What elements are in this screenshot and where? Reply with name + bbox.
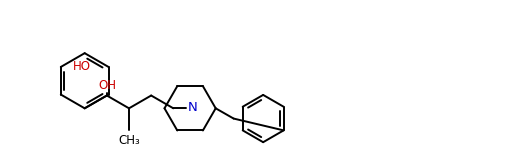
- Text: OH: OH: [99, 79, 117, 92]
- Text: CH₃: CH₃: [118, 134, 140, 147]
- Text: N: N: [188, 101, 198, 114]
- Text: HO: HO: [73, 60, 91, 73]
